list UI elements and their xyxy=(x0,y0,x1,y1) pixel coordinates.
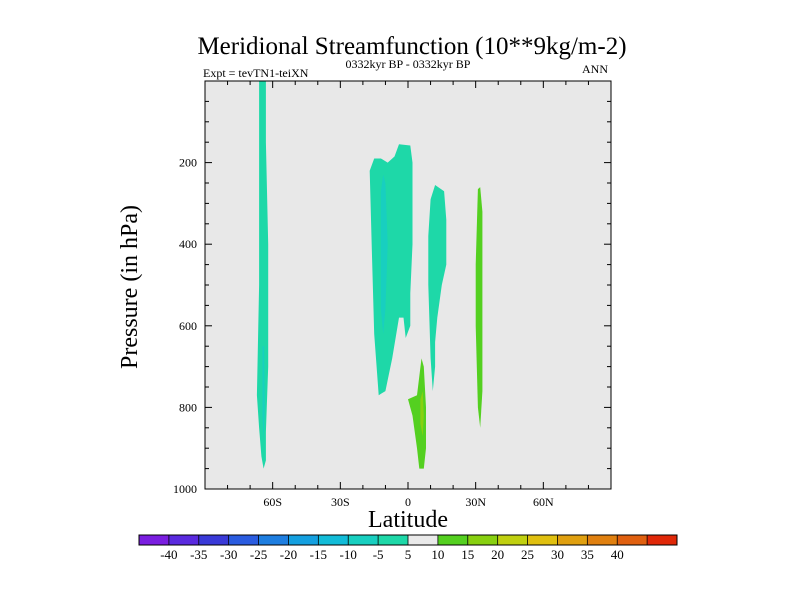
colorbar-label: 15 xyxy=(461,547,474,562)
colorbar-swatch xyxy=(437,535,469,545)
colorbar-swatch xyxy=(408,535,439,545)
colorbar-swatch xyxy=(288,535,319,545)
colorbar-swatch xyxy=(168,535,200,545)
colorbar-label: -5 xyxy=(373,547,384,562)
subtitle-experiment: Expt = tevTN1-teiXN xyxy=(203,66,309,80)
colorbar-swatch xyxy=(587,535,618,545)
colorbar-swatch xyxy=(348,535,379,545)
colorbar-swatch xyxy=(318,535,349,545)
subtitle-period: 0332kyr BP - 0332kyr BP xyxy=(346,57,471,71)
colorbar-swatch xyxy=(557,535,588,545)
colorbar-label: -30 xyxy=(220,547,237,562)
contour-regions xyxy=(256,81,483,469)
colorbar-swatch xyxy=(228,535,259,545)
colorbar-label: 30 xyxy=(551,547,564,562)
region-15s-core xyxy=(380,174,388,334)
colorbar-label: -15 xyxy=(310,547,327,562)
x-axis-label: Latitude xyxy=(368,507,448,533)
y-tick-label: 200 xyxy=(179,156,197,170)
region-30n-column xyxy=(475,187,483,428)
colorbar: -40 -35 -30 -25 -20 -15 -10 -5 5 10 15 20 25 30 35 40 xyxy=(138,534,678,562)
colorbar-label: -25 xyxy=(250,547,267,562)
colorbar-label: 25 xyxy=(521,547,534,562)
region-60s-core xyxy=(262,346,265,440)
colorbar-label: 5 xyxy=(405,547,412,562)
colorbar-swatch xyxy=(647,535,678,545)
colorbar-label: -40 xyxy=(160,547,177,562)
y-axis-label: Pressure (in hPa) xyxy=(117,205,143,369)
colorbar-label: 10 xyxy=(431,547,444,562)
x-tick-label: 0 xyxy=(405,495,411,509)
colorbar-swatch xyxy=(617,535,648,545)
y-tick-label: 600 xyxy=(179,319,197,333)
colorbar-label: 20 xyxy=(491,547,504,562)
colorbar-swatch xyxy=(258,535,289,545)
colorbar-label: 35 xyxy=(581,547,594,562)
colorbar-label: -10 xyxy=(340,547,357,562)
colorbar-swatch xyxy=(378,535,409,545)
colorbar-frame xyxy=(138,534,678,546)
y-tick-label: 1000 xyxy=(173,482,197,496)
region-eq-lower xyxy=(408,358,426,469)
chart-title: Meridional Streamfunction (10**9kg/m-2) xyxy=(197,33,626,60)
x-tick-label: 60N xyxy=(533,495,554,509)
y-tick-label: 400 xyxy=(179,237,197,251)
region-15s-cell xyxy=(369,144,413,396)
x-tick-label: 60S xyxy=(263,495,282,509)
colorbar-swatch xyxy=(467,535,499,545)
colorbar-label: -20 xyxy=(280,547,297,562)
colorbar-swatch xyxy=(527,535,558,545)
y-tick-label: 800 xyxy=(179,400,197,414)
colorbar-swatch xyxy=(198,535,230,545)
subtitle-season: ANN xyxy=(582,62,608,76)
region-eq-lower-core xyxy=(420,391,424,436)
colorbar-label: 40 xyxy=(611,547,624,562)
colorbar-swatch xyxy=(497,535,528,545)
x-tick-label: 30N xyxy=(465,495,486,509)
region-60s-column xyxy=(256,81,269,469)
region-10n-cell xyxy=(428,185,447,392)
colorbar-swatch xyxy=(139,535,170,545)
x-tick-label: 30S xyxy=(331,495,350,509)
axis-ticks: 60S 30S 0 30N 60N 200 400 600 800 1000 xyxy=(173,81,611,509)
colorbar-label: -35 xyxy=(190,547,207,562)
